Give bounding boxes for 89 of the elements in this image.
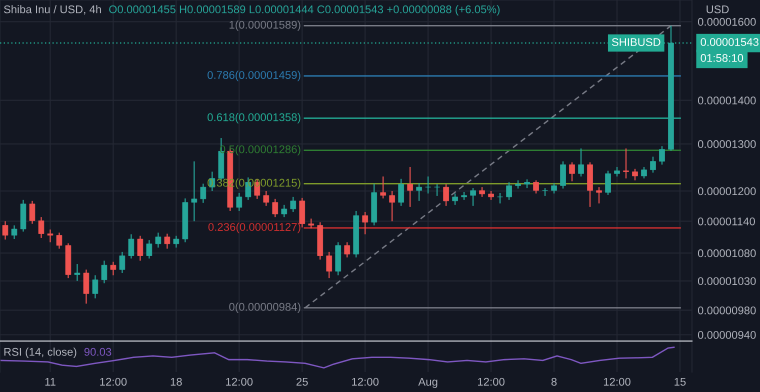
candlestick <box>506 182 512 200</box>
candlestick <box>11 224 18 240</box>
candlestick <box>362 211 368 235</box>
candlestick <box>173 235 180 248</box>
text: 01:58:10 <box>700 54 744 62</box>
y-tick-label: 0.00000980 <box>698 306 756 314</box>
x-tick-label: 12:00 <box>100 378 127 386</box>
x-tick-label: 12:00 <box>478 378 505 386</box>
candlestick <box>533 180 539 194</box>
candlestick <box>641 166 647 179</box>
candlestick <box>290 196 296 213</box>
y-tick-label: 0.00001600 <box>698 18 756 26</box>
candlestick <box>470 188 476 206</box>
ref-line-label: 0.236(0.00001127) <box>208 222 300 234</box>
ref-line-label: 1(0.00001589) <box>230 20 300 31</box>
x-tick-label: 18 <box>170 378 182 386</box>
candlestick <box>29 200 36 224</box>
candlestick <box>416 182 422 202</box>
candlestick <box>632 168 638 181</box>
chart-subtitle: O0.00001455 H0.00001589 L0.00001444 C0.00001543 +0.00000088 (+6.05%) <box>109 5 500 16</box>
candlestick <box>380 176 386 199</box>
candlestick <box>281 204 288 218</box>
candlestick <box>119 251 126 274</box>
ref-line-label: 0.786(0.00001459) <box>208 70 300 82</box>
candlestick <box>164 233 170 250</box>
candlestick <box>452 192 458 206</box>
x-tick-label: 12:00 <box>226 378 253 386</box>
candlestick <box>344 242 350 258</box>
candlestick <box>398 178 404 206</box>
candlestick <box>110 261 116 276</box>
ref-line-label: 0.618(0.00001358) <box>208 113 300 124</box>
candlestick <box>128 234 134 260</box>
chart-title: Shiba Inu / USD, 4h <box>4 5 101 15</box>
y-axis-title: USD <box>706 5 729 14</box>
candlestick <box>263 190 270 206</box>
candlestick <box>38 216 44 239</box>
candlestick <box>497 192 503 204</box>
annotation: 90.03 <box>84 348 112 356</box>
ref-line-label: SHIBUSD <box>612 38 660 46</box>
y-tick-label: 0.00001200 <box>698 187 756 196</box>
candlestick <box>101 260 108 284</box>
candlestick <box>200 183 206 204</box>
candlestick <box>74 263 80 282</box>
candlestick <box>299 197 306 228</box>
y-tick-label: 0.00001400 <box>698 96 756 104</box>
x-tick-label: 11 <box>45 378 56 386</box>
candlestick <box>389 190 396 222</box>
candlestick <box>650 156 656 174</box>
candlestick <box>47 228 54 243</box>
candlestick <box>56 232 62 250</box>
candlestick <box>551 182 557 194</box>
candlestick <box>308 218 314 230</box>
x-tick-label: 12:00 <box>604 378 630 386</box>
candlestick <box>236 192 242 212</box>
candlestick <box>623 148 629 179</box>
x-tick-label: 15 <box>674 378 686 386</box>
candlestick <box>146 240 152 260</box>
candlestick <box>407 166 413 208</box>
candlestick <box>92 274 98 299</box>
candlestick <box>2 220 8 240</box>
x-tick-label: 12:00 <box>352 378 379 386</box>
x-tick-label: 8 <box>551 378 557 386</box>
candlestick <box>578 148 584 178</box>
candlestick <box>425 176 431 194</box>
candlestick <box>191 160 198 222</box>
candlestick <box>569 162 575 182</box>
candlestick <box>605 170 611 196</box>
candlestick <box>479 186 485 198</box>
y-tick-label: 0.00001030 <box>698 277 756 286</box>
candlestick <box>434 184 440 196</box>
y-tick-label: 0.00001080 <box>698 249 756 258</box>
x-tick-label: 25 <box>296 378 308 386</box>
y-tick-label: 0.00001300 <box>698 140 756 148</box>
candlestick <box>560 160 566 190</box>
ref-line-label: 0(0.00000984) <box>229 302 300 313</box>
x-tick-label: Aug <box>418 378 438 388</box>
candlestick <box>659 146 665 166</box>
candlestick <box>596 186 602 204</box>
candlestick <box>272 198 278 218</box>
chart-title: RSI (14, close) <box>4 348 76 358</box>
y-tick-label: 0.00000940 <box>698 331 756 339</box>
y-tick-label: 0.00001140 <box>698 217 755 226</box>
candlestick <box>155 232 162 248</box>
candlestick <box>443 184 449 206</box>
candlestick <box>326 251 332 279</box>
text: 0.00001543 <box>700 38 758 46</box>
candlestick <box>614 166 620 178</box>
candlestick <box>83 269 90 304</box>
candlestick <box>137 235 144 262</box>
